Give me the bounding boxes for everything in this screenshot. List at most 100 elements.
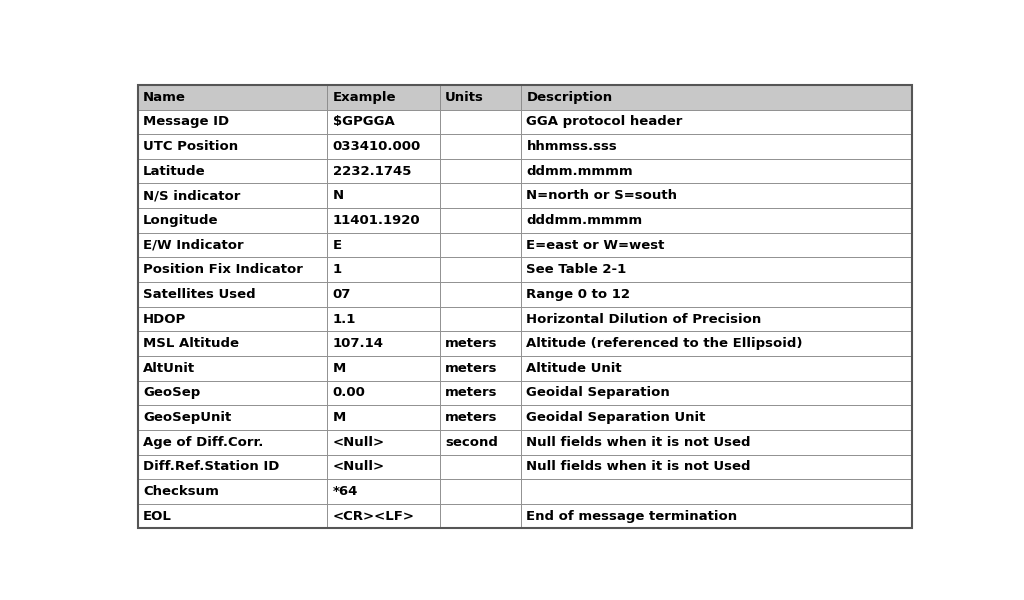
Text: M: M [333, 411, 346, 424]
Bar [521, 479, 912, 504]
Text: Altitude (referenced to the Ellipsoid): Altitude (referenced to the Ellipsoid) [526, 337, 803, 350]
Text: 11401.1920: 11401.1920 [333, 214, 421, 227]
Bar [328, 233, 439, 257]
Bar [521, 134, 912, 159]
Bar [137, 184, 328, 208]
Text: Satellites Used: Satellites Used [143, 288, 256, 301]
Bar [328, 85, 439, 110]
Bar [439, 159, 521, 184]
Bar [521, 430, 912, 455]
Text: dddmm.mmmm: dddmm.mmmm [526, 214, 643, 227]
Text: MSL Altitude: MSL Altitude [143, 337, 239, 350]
Text: 07: 07 [333, 288, 351, 301]
Bar [439, 184, 521, 208]
Text: N/S indicator: N/S indicator [143, 190, 241, 202]
Bar [521, 455, 912, 479]
Text: Example: Example [333, 91, 396, 104]
Text: M: M [333, 362, 346, 375]
Bar [439, 110, 521, 134]
Text: <Null>: <Null> [333, 460, 385, 473]
Text: meters: meters [445, 337, 498, 350]
Bar [137, 159, 328, 184]
Bar [328, 380, 439, 405]
Text: Position Fix Indicator: Position Fix Indicator [143, 263, 303, 276]
Bar [328, 110, 439, 134]
Bar [137, 233, 328, 257]
Text: Units: Units [445, 91, 484, 104]
Bar [439, 356, 521, 380]
Text: hhmmss.sss: hhmmss.sss [526, 140, 617, 153]
Bar [328, 257, 439, 282]
Bar [521, 159, 912, 184]
Text: ddmm.mmmm: ddmm.mmmm [526, 164, 633, 178]
Text: Diff.Ref.Station ID: Diff.Ref.Station ID [143, 460, 280, 473]
Text: Name: Name [143, 91, 186, 104]
Bar [328, 430, 439, 455]
Bar [439, 504, 521, 529]
Bar [521, 233, 912, 257]
Bar [521, 257, 912, 282]
Text: Null fields when it is not Used: Null fields when it is not Used [526, 436, 751, 449]
Bar [137, 307, 328, 331]
Bar [439, 479, 521, 504]
Bar [439, 257, 521, 282]
Bar [439, 307, 521, 331]
Text: AltUnit: AltUnit [143, 362, 196, 375]
Bar [137, 380, 328, 405]
Text: GGA protocol header: GGA protocol header [526, 115, 683, 128]
Text: Null fields when it is not Used: Null fields when it is not Used [526, 460, 751, 473]
Bar [328, 184, 439, 208]
Text: 107.14: 107.14 [333, 337, 384, 350]
Bar [521, 85, 912, 110]
Bar [137, 405, 328, 430]
Bar [137, 208, 328, 233]
Bar [439, 405, 521, 430]
Bar [328, 504, 439, 529]
Bar [137, 356, 328, 380]
Bar [137, 110, 328, 134]
Bar [521, 208, 912, 233]
Text: Message ID: Message ID [143, 115, 229, 128]
Text: See Table 2-1: See Table 2-1 [526, 263, 627, 276]
Bar [439, 380, 521, 405]
Text: Geoidal Separation: Geoidal Separation [526, 386, 671, 400]
Bar [328, 455, 439, 479]
Bar [137, 331, 328, 356]
Bar [521, 405, 912, 430]
Bar [439, 455, 521, 479]
Text: 1.1: 1.1 [333, 313, 356, 326]
Bar [521, 356, 912, 380]
Bar [521, 307, 912, 331]
Bar [137, 282, 328, 307]
Bar [439, 85, 521, 110]
Bar [137, 430, 328, 455]
Bar [439, 208, 521, 233]
Bar [521, 380, 912, 405]
Bar [328, 479, 439, 504]
Text: Altitude Unit: Altitude Unit [526, 362, 623, 375]
Bar [328, 405, 439, 430]
Text: meters: meters [445, 411, 498, 424]
Text: meters: meters [445, 362, 498, 375]
Bar [439, 430, 521, 455]
Text: <CR><LF>: <CR><LF> [333, 509, 415, 523]
Bar [137, 257, 328, 282]
Text: N: N [333, 190, 344, 202]
Bar [439, 331, 521, 356]
Text: E/W Indicator: E/W Indicator [143, 239, 244, 251]
Text: second: second [445, 436, 498, 449]
Bar [328, 208, 439, 233]
Text: E=east or W=west: E=east or W=west [526, 239, 665, 251]
Bar [439, 233, 521, 257]
Text: Geoidal Separation Unit: Geoidal Separation Unit [526, 411, 706, 424]
Text: HDOP: HDOP [143, 313, 186, 326]
Text: 0.00: 0.00 [333, 386, 366, 400]
Text: 1: 1 [333, 263, 342, 276]
Bar [137, 504, 328, 529]
Text: E: E [333, 239, 342, 251]
Text: GeoSepUnit: GeoSepUnit [143, 411, 231, 424]
Text: 033410.000: 033410.000 [333, 140, 421, 153]
Bar [137, 455, 328, 479]
Bar [137, 479, 328, 504]
Bar [328, 134, 439, 159]
